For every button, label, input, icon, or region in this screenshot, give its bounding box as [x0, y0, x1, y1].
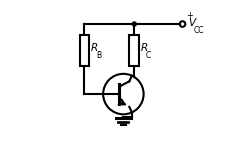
- Text: +: +: [185, 11, 192, 20]
- Circle shape: [132, 22, 136, 26]
- Text: CC: CC: [193, 26, 203, 35]
- Bar: [79, 35, 89, 66]
- Text: V: V: [187, 18, 194, 28]
- Text: B: B: [96, 51, 101, 60]
- Bar: [129, 35, 139, 66]
- Text: R: R: [90, 43, 98, 53]
- Text: C: C: [145, 51, 150, 60]
- Text: R: R: [140, 43, 147, 53]
